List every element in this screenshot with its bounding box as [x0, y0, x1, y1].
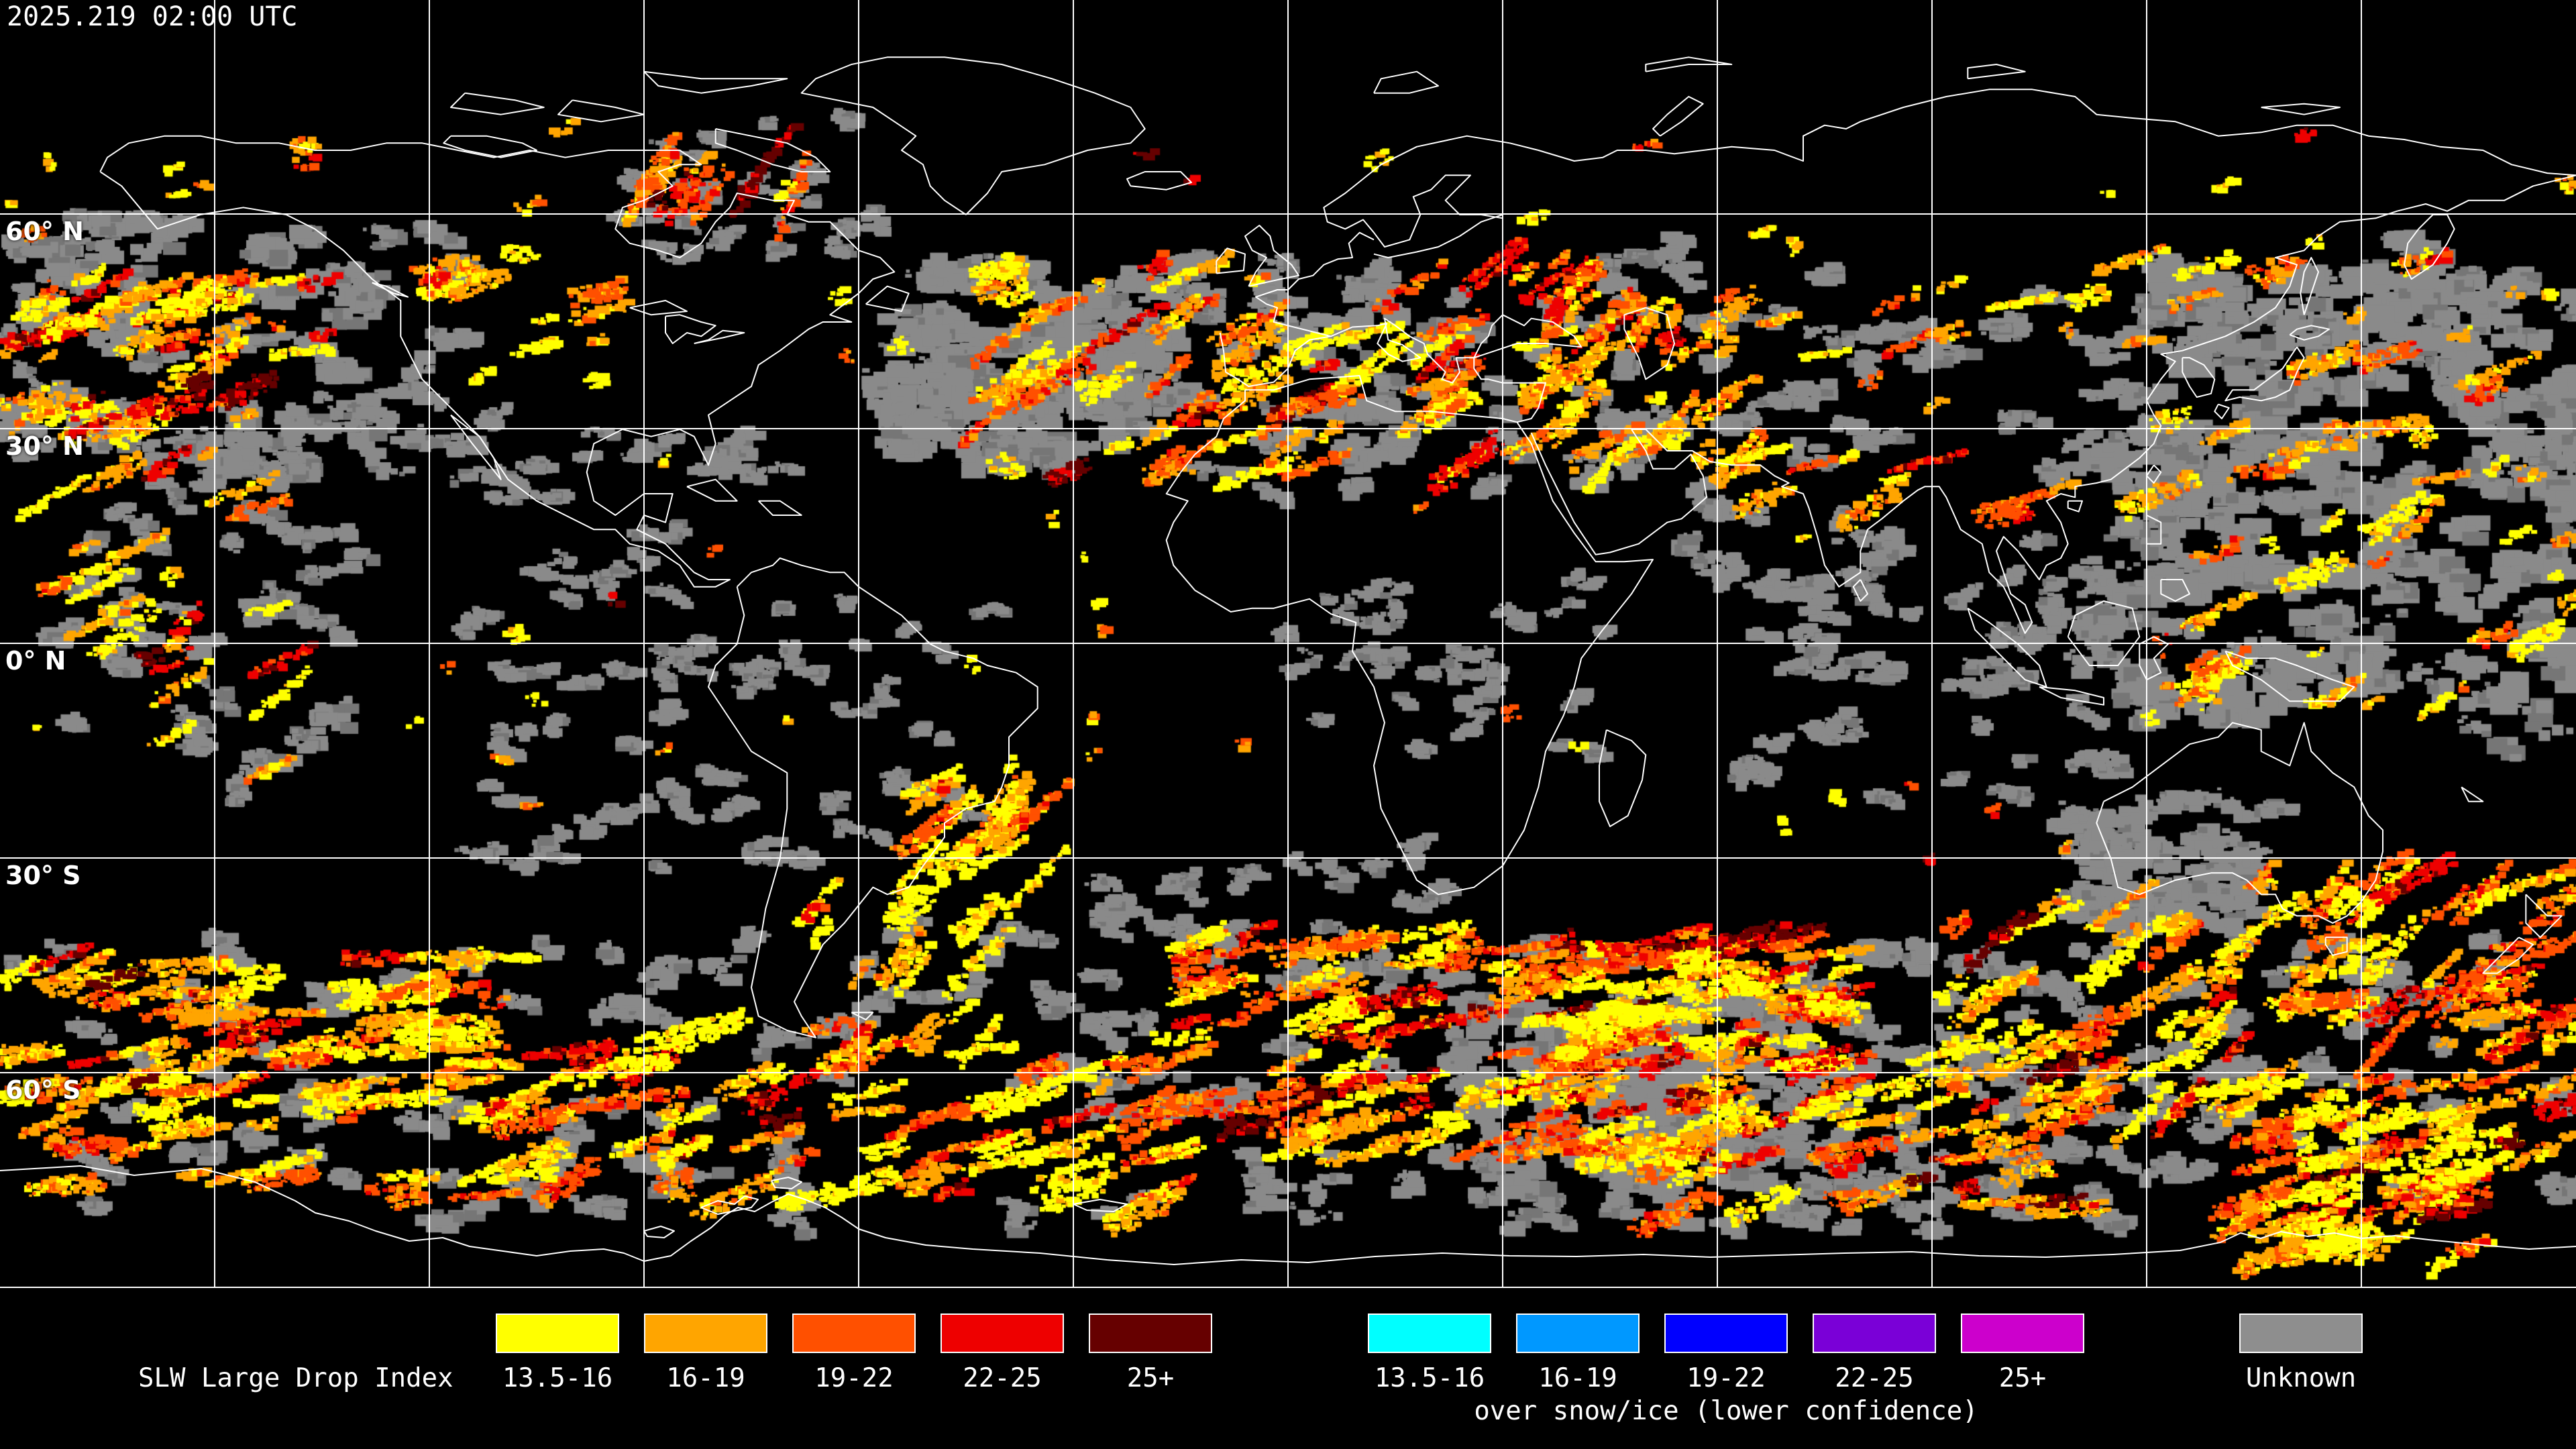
legend-swatch-standard-0	[496, 1313, 619, 1353]
coastline-path	[1126, 171, 1192, 191]
legend-label-unknown-0: Unknown	[2245, 1363, 2357, 1393]
coastline-path	[686, 478, 738, 502]
coastline-path	[1623, 307, 1675, 380]
coastline-grid-layer	[0, 0, 2576, 1288]
legend-label-snow-ice-1: 16-19	[1538, 1363, 1617, 1393]
coastline-path	[1216, 248, 1246, 274]
legend-label-standard-1: 16-19	[666, 1363, 745, 1393]
coastline-path	[1967, 64, 2026, 80]
coastline-path	[1073, 1199, 1128, 1212]
legend-swatch-snow-ice-0	[1368, 1313, 1491, 1353]
legend-caption-snow-ice: over snow/ice (lower confidence)	[1474, 1396, 1978, 1426]
coastline-path	[1530, 429, 1707, 555]
lat-label-60s: 60° S	[5, 1075, 81, 1105]
legend-label-standard-0: 13.5-16	[502, 1363, 613, 1393]
coastline-path	[1631, 174, 2576, 634]
coastline-path	[443, 135, 537, 158]
legend-swatch-snow-ice-4	[1961, 1313, 2084, 1353]
coastline-path	[700, 1195, 759, 1215]
coastline-path	[2139, 636, 2169, 681]
lat-label-60n: 60° N	[5, 217, 84, 246]
coastline-path	[1244, 225, 1299, 287]
coastline-path	[1165, 375, 1654, 896]
legend-label-snow-ice-0: 13.5-16	[1374, 1363, 1485, 1393]
legend-label-standard-2: 19-22	[814, 1363, 894, 1393]
coastline-path	[1509, 89, 2576, 176]
coastline-path	[2224, 346, 2305, 402]
coastline-path	[2324, 936, 2348, 956]
coastline-path	[2289, 325, 2330, 341]
coastline-path	[1967, 607, 2047, 688]
timestamp: 2025.219 02:00 UTC	[7, 1, 298, 32]
coastline-path	[694, 329, 745, 344]
legend-swatch-snow-ice-3	[1813, 1313, 1936, 1353]
coastline-path	[714, 128, 831, 172]
coastline-path	[0, 1165, 2576, 1265]
coastline-path	[1473, 314, 1582, 359]
legend-label-standard-4: 25+	[1126, 1363, 1175, 1393]
coastline-path	[851, 1012, 874, 1020]
coastline-path	[1330, 317, 1546, 423]
coastline-path	[450, 92, 545, 115]
coastline-path	[2404, 214, 2455, 280]
coastline-path	[99, 135, 896, 588]
coastline-path	[1645, 56, 1733, 72]
legend-label-snow-ice-3: 22-25	[1835, 1363, 1914, 1393]
coastline-path	[1599, 729, 1647, 827]
coastline-path	[865, 285, 910, 312]
coastline-path	[2224, 650, 2355, 702]
legend-label-snow-ice-2: 19-22	[1686, 1363, 1766, 1393]
coastline-path	[2300, 257, 2319, 315]
coastline-path	[2067, 600, 2141, 666]
coastline-path	[2146, 515, 2162, 545]
coastline-path	[629, 300, 688, 316]
legend-swatch-standard-1	[644, 1313, 767, 1353]
coastline-path	[2067, 500, 2083, 513]
lat-label-0n: 0° N	[5, 646, 66, 676]
coastline-path	[2261, 103, 2341, 115]
coastline-path	[1219, 231, 1375, 387]
legend-swatch-snow-ice-2	[1664, 1313, 1788, 1353]
coastline-path	[1373, 70, 1439, 94]
legend-swatch-standard-2	[792, 1313, 916, 1353]
coastline-path	[1323, 135, 1510, 248]
coastline-path	[708, 557, 1038, 1038]
coastline-path	[2146, 464, 2162, 484]
legend-label-standard-3: 22-25	[963, 1363, 1042, 1393]
coastline-path	[2482, 936, 2534, 974]
coastline-path	[557, 99, 645, 123]
coastline-path	[1852, 579, 1868, 602]
coastline-path	[771, 1177, 802, 1189]
legend: SLW Large Drop Index 13.5-16 16-19 19-22 22…	[0, 1288, 2576, 1449]
lat-label-30s: 30° S	[5, 861, 81, 890]
legend-label-snow-ice-4: 25+	[1998, 1363, 2047, 1393]
coastline-path	[2214, 403, 2230, 419]
coastline-path	[665, 314, 716, 344]
coastline-path	[2525, 894, 2563, 938]
coastline-path	[2461, 786, 2484, 802]
coastline-path	[2182, 357, 2216, 398]
coastline-path	[1652, 96, 1704, 137]
world-map: 60° N 30° N 0° N 30° S 60° S 2025.219 02:00 …	[0, 0, 2576, 1288]
coastline-path	[1373, 214, 1503, 258]
legend-title: SLW Large Drop Index	[138, 1363, 453, 1393]
legend-swatch-standard-4	[1089, 1313, 1212, 1353]
legend-swatch-unknown-0	[2239, 1313, 2363, 1353]
legend-swatch-standard-3	[941, 1313, 1064, 1353]
lat-label-30n: 30° N	[5, 431, 84, 461]
coastline-path	[2039, 686, 2104, 706]
coastline-path	[643, 70, 788, 94]
coastline-path	[450, 414, 502, 480]
coastline-path	[2160, 579, 2190, 602]
coastline-path	[757, 500, 802, 516]
coastline-path	[2096, 722, 2383, 924]
coastline-path	[372, 282, 409, 298]
coastline-path	[643, 1226, 675, 1238]
legend-swatch-snow-ice-1	[1516, 1313, 1640, 1353]
coastline-path	[800, 56, 1146, 215]
